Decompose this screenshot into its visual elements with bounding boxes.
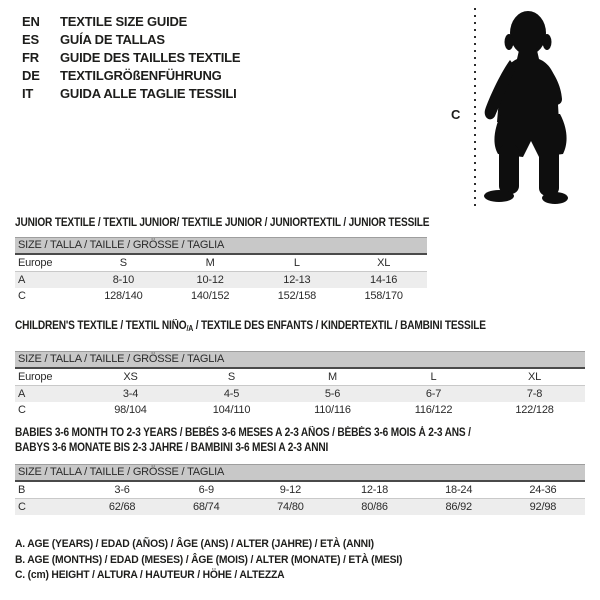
children-title-subscript: /A [186,324,194,333]
size-cell: 5-6 [324,388,341,400]
table-row: A 8-10 10-12 12-13 14-16 [15,271,427,288]
language-code: DE [22,68,40,83]
size-cell: XL [340,255,427,272]
size-cell: 18-24 [416,482,501,499]
size-cell: 104/110 [212,404,251,416]
language-row: FR GUIDE DES TAILLES TEXTILE [22,49,241,67]
table-row: Europe S M L XL [15,255,427,272]
babies-section-title: BABIES 3-6 MONTH TO 2-3 YEARS / BEBÉS 3-… [15,426,471,456]
size-header-bar: SIZE / TALLA / TAILLE / GRÖSSE / TAGLIA [15,351,585,369]
row-label: C [18,501,26,513]
language-code: IT [22,86,34,101]
size-cell: 3-4 [122,388,139,400]
language-title-list: EN TEXTILE SIZE GUIDE ES GUÍA DE TALLAS … [22,13,241,103]
children-title-text: / TEXTILE DES ENFANTS / KINDERTEXTIL / B… [193,320,486,332]
row-label: A [18,274,26,286]
size-cell: 74/80 [277,501,304,513]
children-size-table: SIZE / TALLA / TAILLE / GRÖSSE / TAGLIA … [15,351,585,418]
size-cell: 10-12 [196,274,224,286]
size-cell: 12-13 [283,274,311,286]
table-row: B 3-6 6-9 9-12 12-18 18-24 24-36 [15,482,585,499]
language-code: ES [22,32,39,47]
language-title: TEXTILE SIZE GUIDE [60,14,188,29]
row-label: B [15,482,80,499]
size-cell: 158/170 [364,290,403,302]
junior-size-table: SIZE / TALLA / TAILLE / GRÖSSE / TAGLIA … [15,237,427,304]
language-code: EN [22,14,40,29]
row-label: C [18,404,26,416]
size-header-bar: SIZE / TALLA / TAILLE / GRÖSSE / TAGLIA [15,237,427,255]
height-measure-label: C [451,107,461,122]
size-cell: M [282,369,383,386]
size-cell: 68/74 [192,501,220,513]
size-cell: S [80,255,167,272]
size-cell: 4-5 [223,388,240,400]
size-cell: S [181,369,282,386]
size-cell: 140/152 [190,290,230,302]
size-cell: L [253,255,341,272]
size-cell: 92/98 [529,501,557,513]
row-label: Europe [15,255,80,272]
row-label: Europe [15,369,80,386]
size-cell: 6-7 [425,388,442,400]
size-cell: 14-16 [370,274,398,286]
height-dotted-line [474,8,476,208]
language-title: TEXTILGRÖßENFÜHRUNG [60,68,222,83]
size-header-bar: SIZE / TALLA / TAILLE / GRÖSSE / TAGLIA [15,464,585,482]
size-cell: 98/104 [114,404,147,416]
junior-section-title: JUNIOR TEXTILE / TEXTIL JUNIOR/ TEXTILE … [15,217,430,229]
size-cell: XS [80,369,181,386]
size-cell: 110/116 [314,404,351,416]
size-cell: 152/158 [277,290,317,302]
language-row: ES GUÍA DE TALLAS [22,31,240,49]
legend-line-b: B. AGE (MONTHS) / EDAD (MESES) / ÂGE (MO… [15,553,403,566]
language-row: IT GUIDA ALLE TAGLIE TESSILI [22,85,240,103]
size-cell: 3-6 [80,482,165,499]
language-title: GUÍA DE TALLAS [60,32,165,47]
size-cell: 9-12 [248,482,333,499]
table-row: C 98/104 104/110 110/116 116/122 122/128 [15,402,585,418]
size-cell: 128/140 [104,290,143,302]
size-cell: M [166,255,254,272]
language-title: GUIDE DES TAILLES TEXTILE [60,50,241,65]
language-code: FR [22,50,39,65]
size-cell: L [383,369,484,386]
table-row: Europe XS S M L XL [15,369,585,386]
size-cell: 86/92 [445,501,472,513]
table-row: C 128/140 140/152 152/158 158/170 [15,288,427,304]
size-cell: 7-8 [526,388,543,400]
language-row: DE TEXTILGRÖßENFÜHRUNG [22,67,240,85]
size-cell: 6-9 [164,482,249,499]
size-cell: 8-10 [112,274,134,286]
size-cell: 24-36 [500,482,585,499]
children-section-title: CHILDREN'S TEXTILE / TEXTIL NIÑO/A / TEX… [15,320,486,333]
babies-title-line1: BABIES 3-6 MONTH TO 2-3 YEARS / BEBÉS 3-… [15,427,471,439]
row-label: A [18,388,26,400]
measurement-legend: A. AGE (YEARS) / EDAD (AÑOS) / ÂGE (ANS)… [15,537,402,584]
row-label: C [18,290,26,302]
language-row: EN TEXTILE SIZE GUIDE [22,13,240,31]
babies-title-line2: BABYS 3-6 MONATE BIS 2-3 JAHRE / BAMBINI… [15,442,329,454]
legend-line-a: A. AGE (YEARS) / EDAD (AÑOS) / ÂGE (ANS)… [15,538,374,550]
size-cell: XL [484,369,585,386]
table-row: C 62/68 68/74 74/80 80/86 86/92 92/98 [15,498,585,515]
size-cell: 12-18 [332,482,417,499]
size-cell: 62/68 [108,501,136,513]
legend-line-c: C. (cm) HEIGHT / ALTURA / HAUTEUR / HÖHE… [15,569,285,581]
babies-size-table: SIZE / TALLA / TAILLE / GRÖSSE / TAGLIA … [15,464,585,515]
children-title-text: CHILDREN'S TEXTILE / TEXTIL NIÑO [15,320,187,332]
table-row: A 3-4 4-5 5-6 6-7 7-8 [15,385,585,402]
size-cell: 116/122 [414,404,453,416]
size-cell: 80/86 [361,501,388,513]
size-cell: 122/128 [515,404,554,416]
baby-silhouette [484,11,568,204]
language-title: GUIDA ALLE TAGLIE TESSILI [60,86,237,101]
